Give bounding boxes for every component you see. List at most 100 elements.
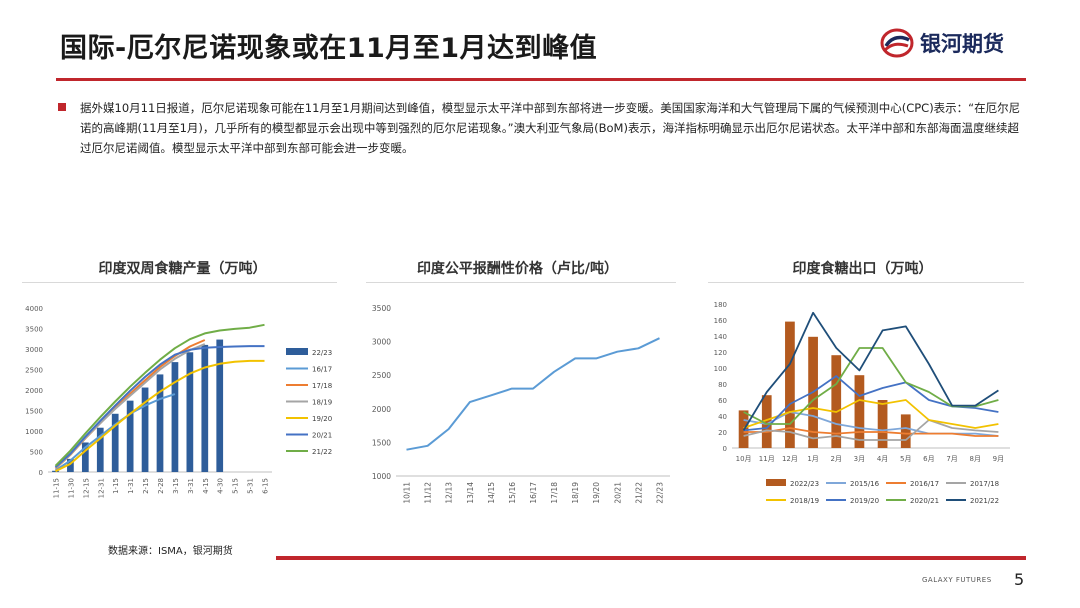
y-tick-label: 1500 [372, 438, 391, 447]
header-divider [56, 78, 1026, 81]
chart2-title-rule [366, 282, 676, 283]
bar-22-23-1 [67, 458, 74, 472]
x-tick-label: 12-31 [97, 478, 105, 498]
bar-2022-23-5 [854, 375, 865, 448]
chart1-title: 印度双周食糖产量（万吨） [98, 261, 267, 277]
footer-brand: GALAXY FUTURES [922, 576, 992, 584]
y-tick-label: 0 [39, 469, 43, 477]
x-tick-label: 11-15 [52, 478, 60, 498]
series-line-19-20 [55, 359, 265, 473]
x-tick-label: 16/17 [529, 482, 538, 504]
legend-label: 2022/23 [790, 480, 819, 488]
series-line-2019-20 [743, 375, 999, 432]
y-tick-label: 2500 [25, 367, 43, 375]
x-tick-label: 3-31 [187, 478, 195, 494]
legend-label: 2016/17 [910, 480, 939, 488]
x-tick-label: 9月 [993, 455, 1004, 463]
body-paragraph: 据外媒10月11日报道，厄尔尼诺现象可能在11月至1月期间达到峰值，模型显示太平… [80, 101, 1021, 155]
x-tick-label: 1-31 [127, 478, 135, 494]
legend-swatch [766, 479, 786, 486]
legend-label: 20/21 [312, 432, 332, 440]
x-tick-label: 12月 [782, 455, 798, 463]
bar-22-23-2 [81, 442, 89, 472]
chart3-title-rule [708, 282, 1024, 283]
x-tick-label: 2-28 [157, 478, 165, 494]
brand-name: 银河期货 [920, 32, 1004, 56]
x-tick-label: 4月 [877, 455, 888, 463]
y-tick-label: 20 [718, 429, 727, 437]
x-tick-label: 1月 [807, 455, 818, 463]
y-tick-label: 1000 [25, 428, 43, 436]
x-tick-label: 21/22 [634, 482, 643, 504]
series-line-20-21 [54, 345, 265, 468]
bar-22-23-7 [156, 374, 164, 472]
chart2-fair-price: 1000 1500 2000 2500 3000 3500 10/11 11/12 12/13 1… [372, 304, 670, 504]
bar-22-23-10 [201, 344, 209, 472]
y-tick-label: 100 [714, 365, 727, 373]
y-tick-label: 120 [714, 349, 727, 357]
y-tick-label: 3500 [372, 304, 391, 313]
y-tick-label: 2500 [372, 371, 391, 380]
y-tick-label: 4000 [25, 305, 43, 313]
series-line-main [406, 337, 660, 451]
bar-2022-23-7 [900, 414, 911, 448]
chart1-title-rule [22, 282, 337, 283]
chart2-title: 印度公平报酬性价格（卢比/吨） [416, 261, 619, 277]
bar-2022-23-6 [877, 400, 888, 448]
y-tick-label: 140 [714, 333, 727, 341]
page-title: 国际-厄尔尼诺现象或在11月至1月达到峰值 [60, 33, 598, 64]
legend-label: 2020/21 [910, 497, 939, 505]
y-tick-label: 160 [714, 317, 727, 325]
x-tick-label: 3-15 [172, 478, 180, 494]
legend-label: 2018/19 [790, 497, 819, 505]
bullet-icon [58, 103, 66, 111]
bar-22-23-5 [126, 400, 134, 472]
legend-label: 2015/16 [850, 480, 880, 488]
x-tick-label: 4-15 [202, 478, 210, 494]
series-line-16-17 [54, 393, 176, 472]
x-tick-label: 13/14 [466, 482, 475, 504]
series-line-2018-19 [743, 399, 999, 429]
x-tick-label: 6月 [923, 455, 934, 463]
page-number: 5 [1014, 570, 1025, 589]
legend-label: 19/20 [312, 415, 332, 423]
x-tick-label: 8月 [970, 455, 981, 463]
y-tick-label: 40 [718, 413, 727, 421]
x-tick-label: 2月 [831, 455, 842, 463]
legend-swatch [286, 348, 308, 355]
bar-22-23-8 [171, 362, 179, 472]
x-tick-label: 6-15 [262, 478, 270, 494]
legend-label: 17/18 [312, 382, 332, 390]
legend-label: 2021/22 [970, 497, 999, 505]
legend-label: 2019/20 [850, 497, 879, 505]
x-tick-label: 3月 [854, 455, 865, 463]
x-tick-label: 18/19 [571, 482, 580, 504]
x-tick-label: 11月 [759, 455, 775, 463]
y-tick-label: 0 [723, 445, 727, 453]
x-tick-label: 10月 [736, 455, 752, 463]
y-tick-label: 180 [714, 301, 727, 309]
x-tick-label: 5-31 [247, 478, 255, 494]
legend-label: 21/22 [312, 448, 332, 456]
x-tick-label: 5月 [900, 455, 911, 463]
x-tick-label: 11-30 [67, 478, 75, 498]
y-tick-label: 1000 [372, 472, 391, 481]
y-tick-label: 1500 [25, 408, 43, 416]
galaxy-logo-icon [880, 28, 914, 58]
legend-label: 2017/18 [970, 480, 999, 488]
chart3-sugar-export: 0 20 40 60 80 100 120 140 160 180 10月 11月 12月 1月 2月 3月 4… [714, 301, 1010, 505]
chart1-sugar-production: 0 500 1000 1500 2000 2500 3000 3500 4000 11-15 11-… [25, 305, 332, 498]
y-tick-label: 3000 [372, 338, 391, 347]
bar-2022-23-1 [761, 395, 772, 448]
x-tick-label: 7月 [946, 455, 957, 463]
y-tick-label: 80 [718, 381, 727, 389]
company-logo: 银河期货 [880, 28, 1004, 58]
x-tick-label: 12-15 [82, 478, 90, 498]
y-tick-label: 3000 [25, 346, 43, 354]
y-tick-label: 3500 [25, 326, 43, 334]
x-tick-label: 19/20 [592, 482, 601, 504]
y-tick-label: 60 [718, 397, 727, 405]
x-tick-label: 11/12 [424, 482, 433, 504]
bar-22-23-0 [52, 470, 59, 472]
y-tick-label: 2000 [25, 387, 43, 395]
